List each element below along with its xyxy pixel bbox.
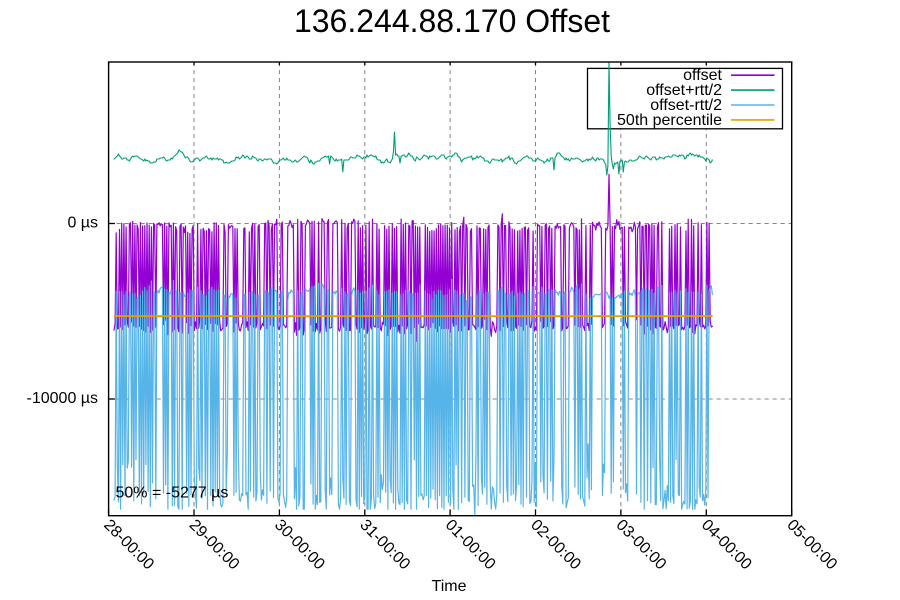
svg-text:offset: offset [683, 67, 722, 84]
svg-text:50th percentile: 50th percentile [617, 112, 722, 129]
svg-text:0 µs: 0 µs [67, 214, 98, 231]
svg-text:Time: Time [432, 578, 467, 595]
svg-text:50% = -5277 µs: 50% = -5277 µs [116, 485, 229, 502]
svg-text:offset-rtt/2: offset-rtt/2 [650, 97, 722, 114]
svg-text:-10000 µs: -10000 µs [27, 390, 98, 407]
svg-text:136.244.88.170 Offset: 136.244.88.170 Offset [294, 3, 610, 39]
svg-text:offset+rtt/2: offset+rtt/2 [646, 82, 722, 99]
